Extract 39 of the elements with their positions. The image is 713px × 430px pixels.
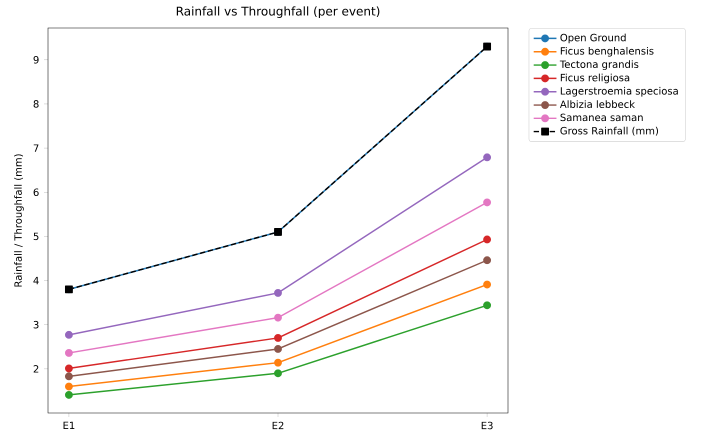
legend-label: Ficus religiosa — [560, 74, 630, 84]
y-tick-label: 4 — [33, 276, 39, 284]
point — [64, 390, 73, 399]
point — [64, 349, 73, 357]
point — [483, 301, 492, 310]
y-tick-label: 8 — [34, 100, 39, 108]
point — [274, 334, 282, 342]
x-tick-label: E1 — [64, 422, 74, 429]
y-tick-label: 3 — [34, 320, 38, 328]
point — [64, 372, 73, 380]
legend-label: Gross Rainfall (mm) — [560, 126, 658, 136]
y-axis-title: Rainfall / Throughfall (mm) — [14, 154, 24, 287]
y-tick-label: 2 — [34, 365, 38, 373]
legend-label: Tectona grandis — [560, 60, 638, 70]
y-tick-label: 7 — [34, 144, 38, 152]
legend-label: Open Ground — [560, 34, 626, 44]
point — [64, 330, 73, 339]
y-tick-label: 5 — [34, 232, 38, 240]
legend-label: Ficus benghalensis — [560, 46, 654, 57]
y-tick-label: 9 — [34, 56, 39, 64]
legend-label: Albizia lebbeck — [560, 100, 635, 108]
point — [64, 382, 73, 390]
point — [274, 345, 282, 353]
legend-label: Lagerstroemia speciosa — [560, 86, 678, 97]
point — [64, 364, 73, 372]
x-tick-label: E2 — [272, 422, 284, 430]
point — [274, 369, 282, 378]
point — [483, 236, 492, 244]
y-tick-label: 6 — [34, 188, 39, 196]
point — [274, 288, 282, 297]
point — [274, 314, 282, 322]
x-tick-label: E3 — [482, 422, 493, 430]
point — [483, 256, 492, 264]
legend-label: Samanea saman — [560, 114, 643, 122]
chart-title: Rainfall vs Throughfall (per event) — [176, 6, 380, 18]
point — [483, 153, 492, 162]
point — [483, 280, 492, 288]
point — [483, 198, 492, 206]
point — [274, 358, 282, 367]
